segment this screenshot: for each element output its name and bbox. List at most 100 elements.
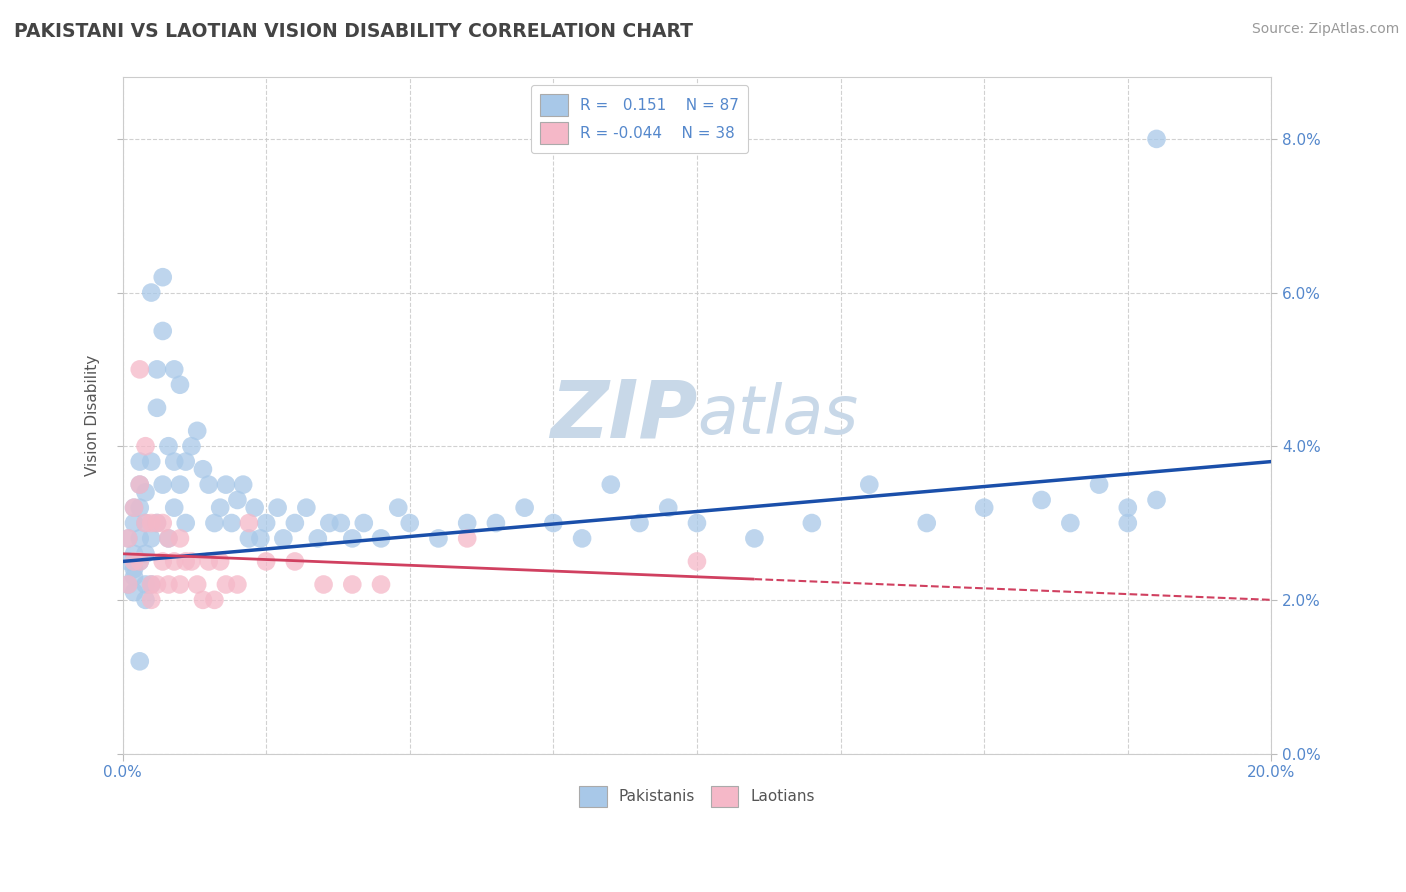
Point: [249, 532, 271, 546]
Point: [152, 516, 174, 530]
Point: [122, 500, 145, 515]
Point: [141, 592, 163, 607]
Point: [485, 516, 508, 530]
Point: [134, 439, 156, 453]
Point: [238, 532, 260, 546]
Point: [273, 532, 295, 546]
Point: [238, 516, 260, 530]
Point: [146, 516, 169, 530]
Point: [174, 516, 197, 530]
Text: atlas: atlas: [697, 383, 858, 449]
Point: [1031, 493, 1053, 508]
Point: [163, 454, 186, 468]
Point: [209, 554, 232, 568]
Point: [141, 516, 163, 530]
Point: [141, 532, 163, 546]
Point: [191, 592, 214, 607]
Point: [146, 516, 169, 530]
Point: [152, 270, 174, 285]
Point: [387, 500, 409, 515]
Point: [197, 554, 219, 568]
Point: [295, 500, 318, 515]
Point: [134, 577, 156, 591]
Point: [307, 532, 329, 546]
Point: [398, 516, 420, 530]
Point: [858, 477, 880, 491]
Point: [266, 500, 288, 515]
Point: [329, 516, 352, 530]
Point: [204, 592, 226, 607]
Point: [122, 570, 145, 584]
Point: [174, 554, 197, 568]
Point: [599, 477, 621, 491]
Point: [628, 516, 651, 530]
Point: [122, 500, 145, 515]
Point: [1088, 477, 1111, 491]
Point: [191, 462, 214, 476]
Point: [180, 439, 202, 453]
Point: [427, 532, 450, 546]
Point: [232, 477, 254, 491]
Point: [146, 577, 169, 591]
Point: [284, 554, 307, 568]
Point: [221, 516, 243, 530]
Point: [215, 477, 238, 491]
Point: [543, 516, 565, 530]
Point: [163, 500, 186, 515]
Point: [456, 516, 478, 530]
Point: [157, 577, 180, 591]
Point: [186, 577, 208, 591]
Point: [146, 401, 169, 415]
Point: [973, 500, 995, 515]
Point: [353, 516, 375, 530]
Point: [134, 485, 156, 500]
Point: [117, 577, 139, 591]
Point: [513, 500, 536, 515]
Point: [152, 324, 174, 338]
Point: [744, 532, 766, 546]
Point: [226, 493, 249, 508]
Point: [915, 516, 938, 530]
Legend: Pakistanis, Laotians: Pakistanis, Laotians: [574, 780, 821, 814]
Point: [141, 454, 163, 468]
Point: [117, 532, 139, 546]
Point: [571, 532, 593, 546]
Point: [312, 577, 335, 591]
Point: [243, 500, 266, 515]
Point: [169, 577, 191, 591]
Point: [169, 377, 191, 392]
Point: [1146, 132, 1168, 146]
Point: [152, 554, 174, 568]
Point: [157, 532, 180, 546]
Point: [128, 500, 150, 515]
Point: [117, 532, 139, 546]
Point: [800, 516, 823, 530]
Point: [117, 577, 139, 591]
Point: [122, 516, 145, 530]
Point: [163, 554, 186, 568]
Point: [163, 362, 186, 376]
Point: [122, 547, 145, 561]
Point: [157, 439, 180, 453]
Point: [1146, 493, 1168, 508]
Point: [134, 592, 156, 607]
Point: [169, 532, 191, 546]
Point: [134, 516, 156, 530]
Y-axis label: Vision Disability: Vision Disability: [86, 355, 100, 476]
Point: [122, 554, 145, 568]
Point: [456, 532, 478, 546]
Point: [117, 554, 139, 568]
Point: [204, 516, 226, 530]
Point: [128, 654, 150, 668]
Point: [128, 532, 150, 546]
Point: [254, 516, 277, 530]
Point: [128, 554, 150, 568]
Point: [128, 362, 150, 376]
Point: [1116, 516, 1139, 530]
Point: [128, 454, 150, 468]
Point: [686, 554, 709, 568]
Point: [169, 477, 191, 491]
Point: [122, 585, 145, 599]
Point: [157, 532, 180, 546]
Point: [370, 577, 392, 591]
